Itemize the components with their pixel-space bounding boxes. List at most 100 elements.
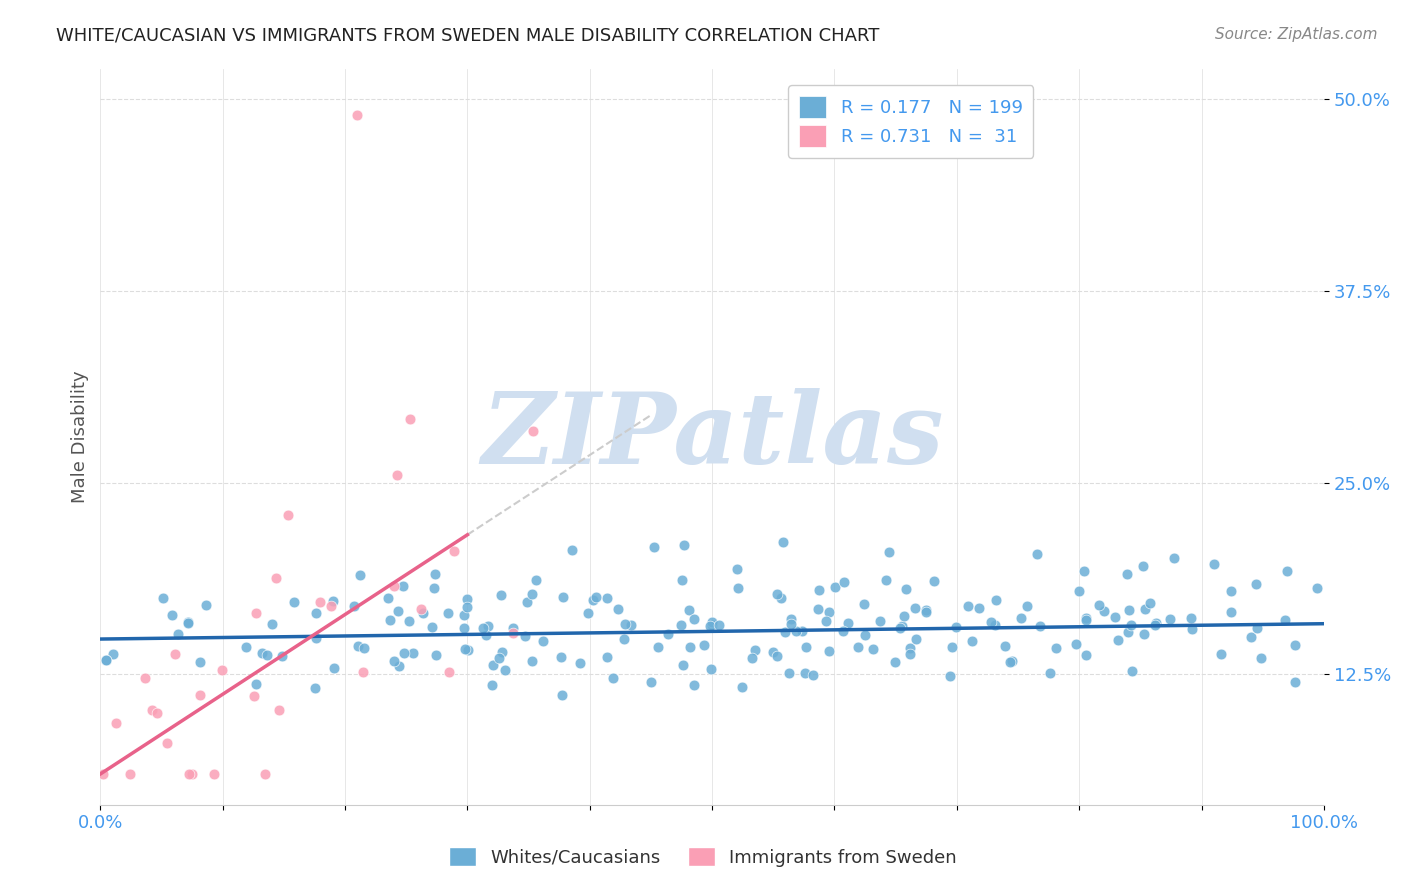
Point — [1180, 611, 1202, 625]
Point — [700, 615, 723, 630]
Point — [1119, 617, 1142, 632]
Point — [1284, 638, 1306, 652]
Point — [671, 573, 693, 587]
Point — [793, 666, 815, 681]
Point — [780, 616, 803, 631]
Point — [392, 646, 415, 660]
Point — [893, 609, 915, 624]
Text: Source: ZipAtlas.com: Source: ZipAtlas.com — [1215, 27, 1378, 42]
Point — [683, 677, 706, 691]
Point — [785, 624, 807, 638]
Point — [894, 582, 917, 596]
Point — [531, 633, 554, 648]
Point — [277, 508, 299, 523]
Point — [620, 617, 643, 632]
Point — [346, 107, 368, 121]
Point — [984, 617, 1007, 632]
Point — [725, 562, 748, 576]
Point — [744, 643, 766, 657]
Point — [305, 607, 328, 621]
Point — [762, 645, 785, 659]
Point — [1026, 547, 1049, 561]
Point — [994, 640, 1017, 654]
Point — [647, 640, 669, 654]
Point — [141, 703, 163, 717]
Point — [471, 621, 494, 635]
Point — [283, 595, 305, 609]
Point — [456, 599, 478, 614]
Point — [398, 412, 420, 426]
Point — [837, 615, 859, 630]
Point — [818, 606, 841, 620]
Point — [488, 650, 510, 665]
Point — [188, 689, 211, 703]
Point — [502, 626, 524, 640]
Point — [904, 600, 927, 615]
Point — [177, 767, 200, 781]
Point — [700, 662, 723, 676]
Y-axis label: Male Disability: Male Disability — [72, 370, 89, 503]
Point — [1275, 564, 1298, 578]
Point — [494, 664, 516, 678]
Point — [457, 643, 479, 657]
Point — [1104, 609, 1126, 624]
Point — [1163, 550, 1185, 565]
Point — [915, 605, 938, 619]
Point — [824, 581, 846, 595]
Point — [322, 661, 344, 675]
Point — [377, 591, 399, 605]
Point — [852, 597, 875, 611]
Point — [1132, 559, 1154, 574]
Point — [551, 689, 574, 703]
Point — [1220, 583, 1243, 598]
Point — [402, 646, 425, 660]
Point — [1133, 627, 1156, 641]
Point — [846, 640, 869, 654]
Point — [145, 706, 167, 720]
Point — [1139, 596, 1161, 610]
Point — [353, 640, 375, 655]
Point — [91, 767, 114, 781]
Point — [120, 767, 142, 781]
Point — [1107, 633, 1129, 648]
Point — [1092, 603, 1115, 617]
Point — [582, 592, 605, 607]
Point — [103, 647, 125, 661]
Point — [352, 665, 374, 679]
Point — [1069, 584, 1091, 599]
Point — [1088, 598, 1111, 612]
Point — [576, 606, 599, 620]
Point — [243, 690, 266, 704]
Point — [195, 598, 218, 612]
Point — [349, 568, 371, 582]
Point — [596, 591, 619, 605]
Point — [398, 615, 420, 629]
Point — [245, 676, 267, 690]
Point — [679, 640, 702, 654]
Point — [817, 644, 839, 658]
Point — [889, 621, 911, 635]
Point — [177, 616, 200, 631]
Point — [640, 675, 662, 690]
Point — [1284, 674, 1306, 689]
Legend: Whites/Caucasians, Immigrants from Sweden: Whites/Caucasians, Immigrants from Swede… — [441, 840, 965, 874]
Point — [382, 579, 405, 593]
Point — [520, 654, 543, 668]
Point — [1010, 611, 1032, 625]
Point — [152, 591, 174, 605]
Point — [801, 668, 824, 682]
Point — [516, 595, 538, 609]
Point — [727, 581, 749, 595]
Point — [613, 617, 636, 632]
Point — [1073, 564, 1095, 578]
Point — [522, 587, 544, 601]
Point — [156, 736, 179, 750]
Point — [1246, 621, 1268, 635]
Point — [1209, 647, 1232, 661]
Point — [1116, 624, 1139, 639]
Point — [606, 602, 628, 616]
Point — [883, 655, 905, 669]
Legend: R = 0.177   N = 199, R = 0.731   N =  31: R = 0.177 N = 199, R = 0.731 N = 31 — [789, 85, 1033, 158]
Point — [502, 621, 524, 635]
Point — [672, 538, 695, 552]
